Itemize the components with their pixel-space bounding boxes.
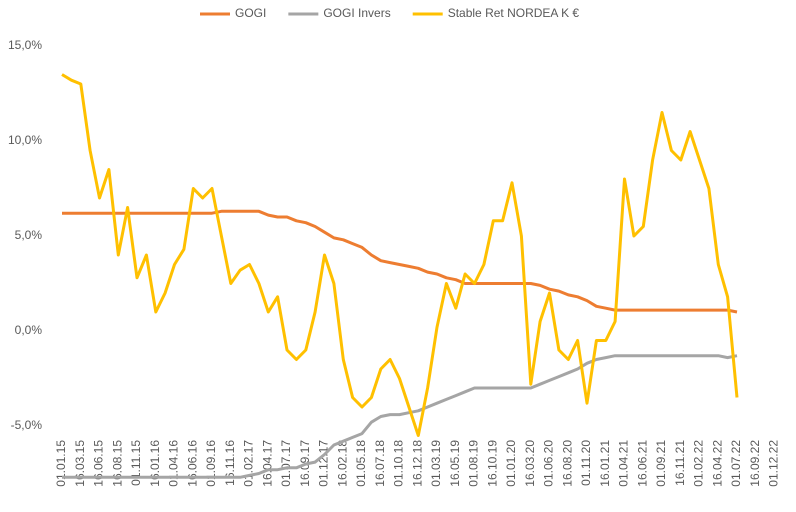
- x-tick-label: 01.09.21: [654, 440, 668, 487]
- x-tick-label: 16.05.19: [448, 440, 462, 487]
- x-tick-label: 16.08.15: [110, 440, 124, 487]
- y-tick-label: 10,0%: [8, 133, 42, 147]
- x-tick-label: 01.11.20: [579, 440, 593, 486]
- x-tick-label: 01.03.19: [429, 440, 443, 487]
- x-tick-label: 01.02.22: [692, 440, 706, 487]
- x-tick-label: 16.11.16: [223, 440, 237, 486]
- x-tick-label: 01.06.20: [542, 440, 556, 487]
- x-tick-label: 01.04.16: [167, 440, 181, 487]
- x-tick-label: 16.03.20: [523, 440, 537, 487]
- x-tick-label: 01.05.18: [354, 440, 368, 487]
- y-tick-label: -5,0%: [11, 418, 43, 432]
- y-tick-label: 0,0%: [15, 323, 43, 337]
- x-tick-label: 01.02.17: [242, 440, 256, 487]
- legend-label: GOGI Invers: [323, 6, 390, 20]
- x-tick-label: 16.01.21: [598, 440, 612, 487]
- x-tick-label: 16.12.18: [410, 440, 424, 487]
- x-tick-label: 16.06.16: [185, 440, 199, 487]
- series-line: [61, 73, 739, 437]
- x-tick-label: 16.09.22: [748, 440, 762, 487]
- y-tick-label: 5,0%: [15, 228, 43, 242]
- x-tick-label: 01.08.19: [467, 440, 481, 487]
- x-tick-label: 16.08.20: [560, 440, 574, 487]
- x-tick-label: 01.12.22: [767, 440, 781, 487]
- series-line: [62, 209, 738, 314]
- x-tick-label: 01.01.15: [54, 440, 68, 487]
- x-tick-label: 16.06.15: [92, 440, 106, 487]
- x-tick-label: 01.04.21: [617, 440, 631, 487]
- x-tick-label: 01.11.15: [129, 440, 143, 486]
- legend-label: GOGI: [235, 6, 266, 20]
- x-tick-label: 01.12.17: [317, 440, 331, 487]
- series-line: [62, 354, 738, 479]
- x-tick-label: 16.07.18: [373, 440, 387, 487]
- x-tick-label: 16.01.16: [148, 440, 162, 487]
- x-tick-label: 16.04.17: [260, 440, 274, 487]
- x-tick-label: 16.04.22: [710, 440, 724, 487]
- x-tick-label: 16.11.21: [673, 440, 687, 486]
- x-tick-label: 16.10.19: [485, 440, 499, 487]
- y-tick-label: 15,0%: [8, 38, 42, 52]
- legend-label: Stable Ret NORDEA K €: [448, 6, 580, 20]
- x-tick-label: 01.01.20: [504, 440, 518, 487]
- x-tick-label: 16.02.18: [335, 440, 349, 487]
- x-tick-label: 01.07.17: [279, 440, 293, 487]
- x-tick-label: 01.07.22: [729, 440, 743, 487]
- x-tick-label: 01.10.18: [392, 440, 406, 487]
- x-tick-label: 16.03.15: [73, 440, 87, 487]
- x-tick-label: 16.06.21: [635, 440, 649, 487]
- x-tick-label: 01.09.16: [204, 440, 218, 487]
